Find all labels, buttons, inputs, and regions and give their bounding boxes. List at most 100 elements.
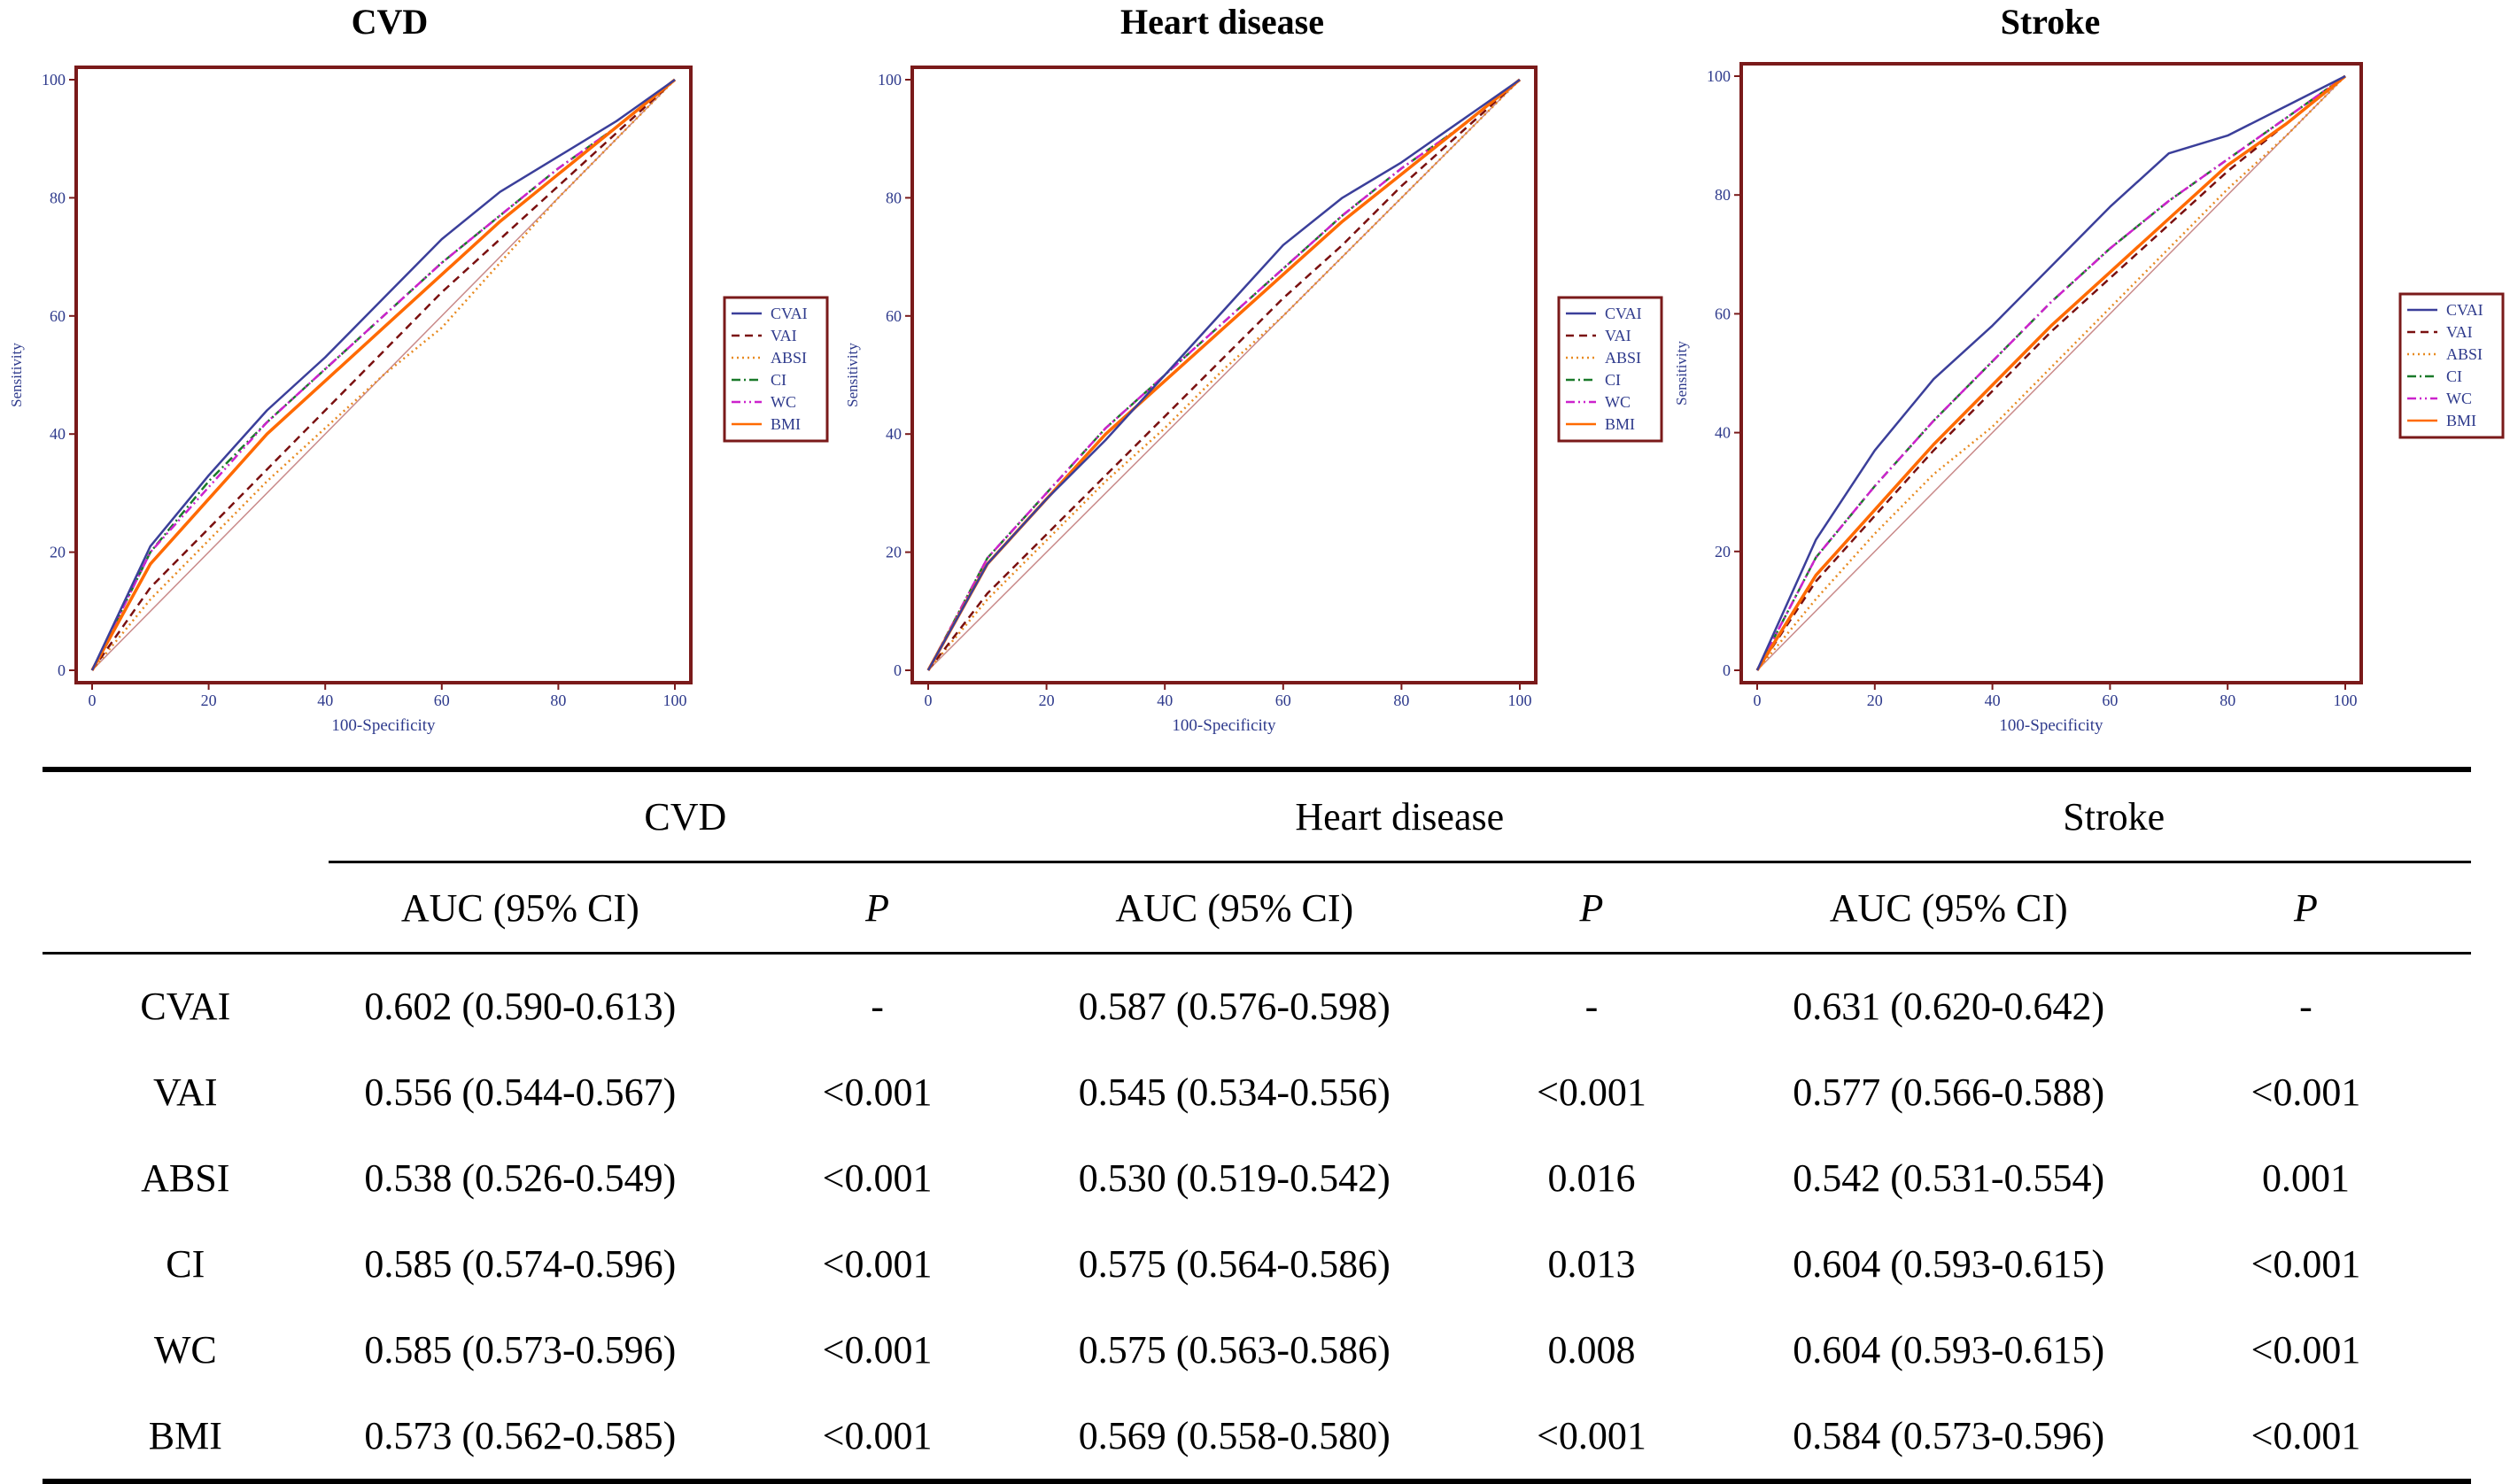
cell-heart-p: 0.013 bbox=[1547, 1242, 1636, 1286]
row-label: BMI bbox=[148, 1414, 222, 1457]
legend: CVAI VAI ABSI CI WC BMI bbox=[1557, 296, 1663, 443]
x-tick-label: 20 bbox=[201, 692, 217, 709]
legend-label-ci: CI bbox=[1605, 371, 1621, 389]
x-tick-label: 100 bbox=[663, 692, 687, 709]
row-label: ABSI bbox=[141, 1156, 230, 1200]
legend-label-ci: CI bbox=[2446, 367, 2462, 385]
row-label: WC bbox=[153, 1328, 217, 1372]
y-axis-label: Sensitivity bbox=[8, 343, 25, 407]
cell-cvd-p: <0.001 bbox=[822, 1242, 933, 1286]
row-label: VAI bbox=[153, 1070, 218, 1114]
legend-label-cvai: CVAI bbox=[2446, 301, 2483, 319]
series-line-absi bbox=[927, 79, 1521, 671]
legend: CVAI VAI ABSI CI WC BMI bbox=[723, 296, 829, 443]
auc-table: CVD Heart disease Stroke AUC (95% CI) P … bbox=[43, 767, 2471, 1484]
chart-title: Stroke bbox=[2001, 2, 2101, 42]
x-tick-label: 40 bbox=[1157, 692, 1173, 709]
cell-stroke-p: - bbox=[2299, 985, 2312, 1028]
y-tick-label: 20 bbox=[50, 544, 66, 561]
series-line-vai bbox=[1755, 75, 2346, 671]
legend-label-wc: WC bbox=[2446, 390, 2472, 407]
y-axis-label: Sensitivity bbox=[1673, 341, 1690, 406]
reference-diagonal bbox=[1756, 75, 2346, 671]
legend-label-absi: ABSI bbox=[2446, 345, 2483, 363]
row-label: CI bbox=[166, 1242, 205, 1286]
series-line-bmi bbox=[90, 78, 677, 671]
cell-heart-p: - bbox=[1584, 985, 1599, 1028]
y-tick-label: 60 bbox=[50, 307, 66, 325]
cell-cvd-auc: 0.556 (0.544-0.567) bbox=[364, 1070, 677, 1114]
table-row-vai: VAI 0.556 (0.544-0.567) <0.001 0.545 (0.… bbox=[43, 1049, 2471, 1135]
cell-heart-auc: 0.575 (0.563-0.586) bbox=[1078, 1328, 1391, 1372]
table-corner-cell bbox=[43, 769, 329, 862]
cell-cvd-p: <0.001 bbox=[822, 1156, 933, 1200]
cell-stroke-p: <0.001 bbox=[2250, 1070, 2361, 1114]
y-tick-label: 20 bbox=[1715, 543, 1731, 560]
cell-cvd-p: <0.001 bbox=[822, 1414, 933, 1457]
x-tick-label: 60 bbox=[1275, 692, 1291, 709]
cell-cvd-auc: 0.585 (0.573-0.596) bbox=[364, 1328, 677, 1372]
series-line-bmi bbox=[1755, 74, 2347, 671]
table-group-header-row: CVD Heart disease Stroke bbox=[43, 769, 2471, 863]
table-row-bmi: BMI 0.573 (0.562-0.585) <0.001 0.569 (0.… bbox=[43, 1393, 2471, 1481]
cell-cvd-auc: 0.602 (0.590-0.613) bbox=[364, 985, 677, 1028]
legend-label-absi: ABSI bbox=[1605, 349, 1641, 367]
legend: CVAI VAI ABSI CI WC BMI bbox=[2398, 292, 2505, 439]
row-label: CVAI bbox=[140, 985, 231, 1028]
x-tick-label: 40 bbox=[1985, 692, 2001, 709]
y-tick-label: 80 bbox=[1715, 186, 1731, 204]
roc-charts-svg: CVD 0 20 40 60 80 100 0 20 40 60 80 100 100-Specifici… bbox=[8, 2, 2505, 735]
series-line-wc bbox=[1755, 74, 2346, 671]
table-row-ci: CI 0.585 (0.574-0.596) <0.001 0.575 (0.5… bbox=[43, 1221, 2471, 1307]
x-tick-label: 40 bbox=[317, 692, 333, 709]
chart-title: CVD bbox=[352, 2, 429, 42]
cell-cvd-p: <0.001 bbox=[822, 1328, 933, 1372]
group-header-cvd: CVD bbox=[328, 769, 1043, 863]
y-tick-label: 60 bbox=[1715, 305, 1731, 322]
cell-stroke-auc: 0.604 (0.593-0.615) bbox=[1793, 1242, 2105, 1286]
cell-stroke-p: 0.001 bbox=[2261, 1156, 2350, 1200]
cell-stroke-auc: 0.542 (0.531-0.554) bbox=[1793, 1156, 2105, 1200]
chart-title: Heart disease bbox=[1120, 2, 1324, 42]
plot-frame bbox=[74, 66, 693, 684]
y-tick-label: 80 bbox=[886, 189, 902, 206]
cell-heart-p: <0.001 bbox=[1537, 1414, 1646, 1457]
x-tick-label: 0 bbox=[925, 692, 933, 709]
subheader-auc-stroke: AUC (95% CI) bbox=[1756, 862, 2141, 955]
legend-label-vai: VAI bbox=[1605, 327, 1631, 344]
cell-heart-auc: 0.530 (0.519-0.542) bbox=[1078, 1156, 1391, 1200]
subheader-auc-cvd: AUC (95% CI) bbox=[328, 862, 713, 955]
legend-label-bmi: BMI bbox=[771, 415, 801, 433]
y-tick-label: 40 bbox=[50, 425, 66, 443]
legend-label-bmi: BMI bbox=[1605, 415, 1635, 433]
cell-stroke-p: <0.001 bbox=[2250, 1242, 2361, 1286]
x-tick-label: 80 bbox=[550, 692, 566, 709]
y-tick-label: 0 bbox=[1723, 661, 1731, 679]
roc-chart-cvd: CVD 0 20 40 60 80 100 0 20 40 60 80 100 100-Specifici… bbox=[8, 2, 829, 735]
x-tick-label: 60 bbox=[434, 692, 450, 709]
x-tick-label: 80 bbox=[2219, 692, 2235, 709]
legend-label-wc: WC bbox=[1605, 393, 1631, 411]
roc-chart-heart-disease: Heart disease 0 20 40 60 80 100 0 20 40 60 80 100 100… bbox=[844, 2, 1663, 735]
x-tick-label: 20 bbox=[1867, 692, 1883, 709]
y-axis-label: Sensitivity bbox=[844, 343, 861, 407]
subheader-p-cvd: P bbox=[712, 862, 1043, 955]
legend-box bbox=[723, 296, 829, 443]
legend-label-wc: WC bbox=[771, 393, 796, 411]
legend-box bbox=[1557, 296, 1663, 443]
cell-stroke-auc: 0.584 (0.573-0.596) bbox=[1793, 1414, 2105, 1457]
cell-cvd-p: <0.001 bbox=[822, 1070, 933, 1114]
y-tick-label: 20 bbox=[886, 544, 902, 561]
cell-cvd-auc: 0.573 (0.562-0.585) bbox=[364, 1414, 677, 1457]
x-axis-label: 100-Specificity bbox=[1172, 716, 1276, 735]
cell-stroke-auc: 0.604 (0.593-0.615) bbox=[1793, 1328, 2105, 1372]
y-tick-label: 100 bbox=[1707, 67, 1731, 85]
legend-box bbox=[2398, 292, 2505, 439]
series-line-wc bbox=[926, 79, 1521, 671]
group-header-stroke: Stroke bbox=[1756, 769, 2471, 863]
subheader-p-stroke: P bbox=[2140, 862, 2471, 955]
y-tick-label: 0 bbox=[58, 661, 66, 679]
legend-label-ci: CI bbox=[771, 371, 786, 389]
series-line-cvai bbox=[90, 78, 676, 671]
cell-cvd-auc: 0.538 (0.526-0.549) bbox=[364, 1156, 677, 1200]
